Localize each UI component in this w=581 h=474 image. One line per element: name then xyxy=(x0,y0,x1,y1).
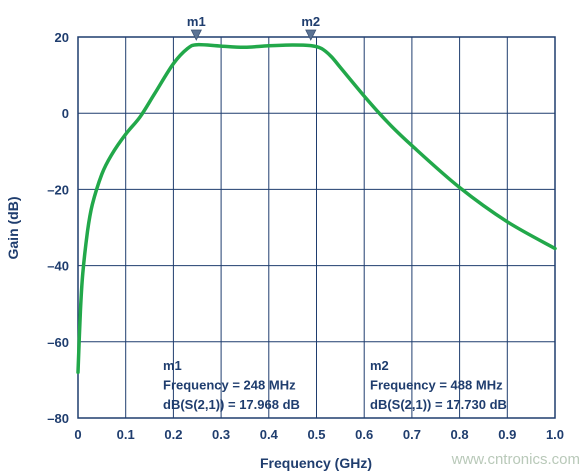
y-tick-label: –60 xyxy=(47,335,69,350)
x-tick-label: 0.4 xyxy=(260,427,279,442)
x-tick-label: 0.8 xyxy=(451,427,469,442)
marker-m1-label: m1 xyxy=(187,14,206,29)
annotation-m2-line: Frequency = 488 MHz xyxy=(370,378,503,393)
plot-frame xyxy=(77,36,556,419)
annotation-m1-line: Frequency = 248 MHz xyxy=(163,378,296,393)
grid xyxy=(78,37,555,418)
x-tick-label: 0 xyxy=(74,427,81,442)
annotation-m2-line: m2 xyxy=(370,358,389,373)
x-tick-label: 0.7 xyxy=(403,427,421,442)
marker-m2-triangle xyxy=(305,29,317,41)
annotation-m2-line: dB(S(2,1)) = 17.730 dB xyxy=(370,397,507,412)
y-tick-label: 0 xyxy=(62,106,69,121)
marker-m1-triangle xyxy=(190,29,202,41)
y-tick-label: –20 xyxy=(47,182,69,197)
y-tick-label: –40 xyxy=(47,259,69,274)
y-tick-label: –80 xyxy=(47,411,69,426)
y-tick-labels: 20 0 –20 –40 –60 –80 xyxy=(47,30,69,426)
x-tick-labels: 0 0.1 0.2 0.3 0.4 0.5 0.6 0.7 0.8 0.9 1.0 xyxy=(74,427,564,442)
markers: m1 m2 xyxy=(187,14,320,41)
x-tick-label: 0.6 xyxy=(355,427,373,442)
gain-series-line xyxy=(76,42,557,375)
annotation-m1-line: m1 xyxy=(163,358,182,373)
marker-annotations: m1 Frequency = 248 MHz dB(S(2,1)) = 17.968… xyxy=(163,358,507,412)
y-axis-title: Gain (dB) xyxy=(5,197,21,260)
x-tick-label: 0.3 xyxy=(212,427,230,442)
y-tick-label: 20 xyxy=(55,30,69,45)
x-tick-label: 0.9 xyxy=(498,427,516,442)
marker-m2-label: m2 xyxy=(301,14,320,29)
x-axis-title: Frequency (GHz) xyxy=(260,455,372,471)
watermark: www.cntronics.com xyxy=(451,451,580,468)
x-tick-label: 1.0 xyxy=(546,427,564,442)
x-tick-label: 0.5 xyxy=(307,427,325,442)
x-tick-label: 0.1 xyxy=(117,427,135,442)
x-tick-label: 0.2 xyxy=(164,427,182,442)
annotation-m1-line: dB(S(2,1)) = 17.968 dB xyxy=(163,397,300,412)
